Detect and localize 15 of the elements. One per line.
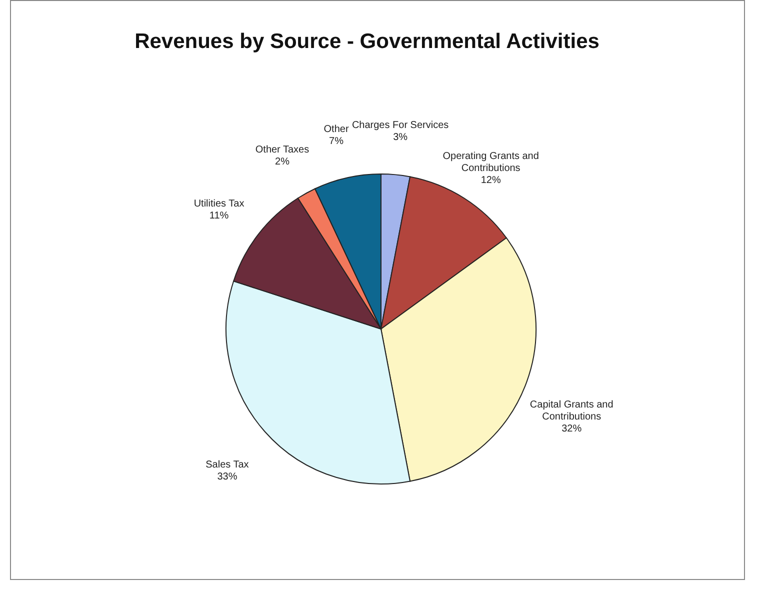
- data-label: 32%: [562, 423, 582, 434]
- slice-label: Charges For Services: [352, 120, 449, 131]
- data-label: 3%: [393, 132, 408, 143]
- data-label: 11%: [209, 210, 229, 222]
- slice-label: Capital Grants and Contributions: [530, 399, 614, 422]
- data-label: 7%: [329, 136, 344, 147]
- chart-title: Revenues by Source - Governmental Activities: [134, 30, 600, 53]
- data-label: 2%: [275, 156, 290, 168]
- slice-label: Other Taxes: [255, 144, 310, 156]
- slice-label: Other: [324, 124, 350, 135]
- slice-label: Utilities Tax: [194, 198, 244, 210]
- data-label: 33%: [217, 472, 238, 483]
- data-label: 12%: [480, 174, 501, 186]
- slice-label: Sales Tax: [206, 460, 249, 471]
- slice-label: Operating Grants and Contributions: [442, 150, 539, 174]
